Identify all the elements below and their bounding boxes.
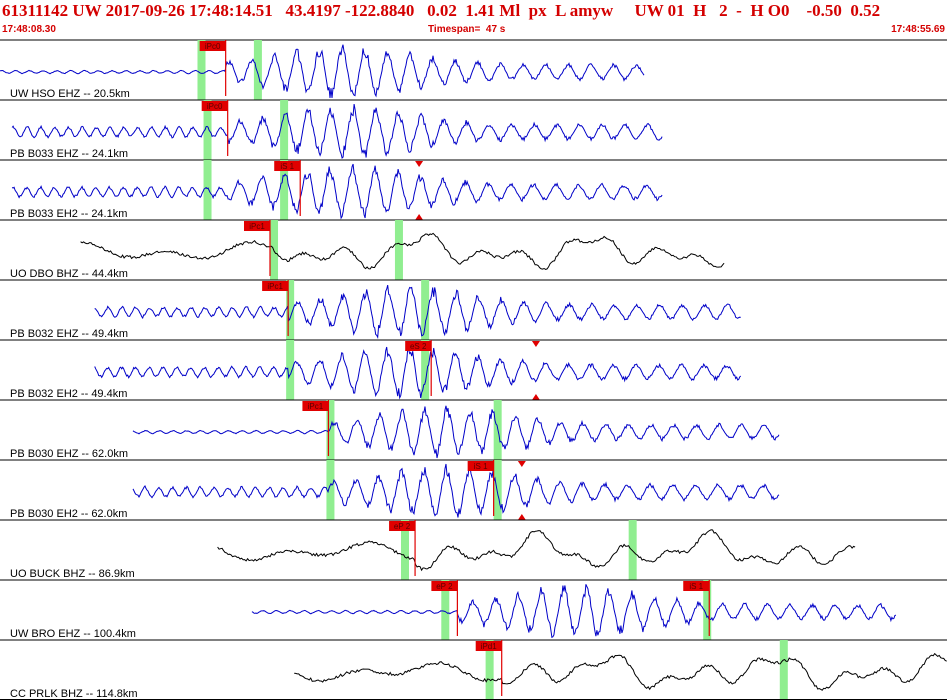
trace-panel[interactable]: iPc1 UO DBO BHZ -- 44.4km — [0, 219, 947, 280]
pick-flag[interactable] — [467, 461, 494, 471]
station-label: PB B030 EHZ -- 62.0km — [10, 448, 128, 460]
pick-flag[interactable] — [262, 281, 289, 291]
pick-flag[interactable] — [389, 521, 416, 531]
pick-label: iPc0 — [205, 42, 221, 51]
trace-panel[interactable]: eP 2 UO BUCK BHZ -- 86.9km — [0, 519, 947, 580]
window-marker — [203, 100, 212, 160]
pick-flag[interactable] — [243, 221, 270, 231]
trace-panel[interactable]: iPc1 PB B030 EHZ -- 62.0km — [0, 399, 947, 460]
window-marker — [485, 640, 494, 700]
trace-panel[interactable]: iPc0 UW HSO EHZ -- 20.5km — [0, 39, 947, 100]
pick-flag[interactable] — [302, 401, 329, 411]
station-label: PB B032 EHZ -- 49.4km — [10, 328, 128, 340]
waveform-trace — [80, 232, 725, 270]
window-marker — [421, 280, 430, 340]
pick-label: eP 2 — [436, 582, 453, 591]
window-marker — [703, 580, 712, 640]
window-marker — [203, 160, 212, 220]
pick-label: iS 1 — [280, 162, 294, 171]
trace-panel[interactable]: eP 2 iS 1 UW BRO EHZ -- 100.4km — [0, 579, 947, 640]
arrival-triangle — [531, 341, 540, 347]
station-label: PB B030 EH2 -- 62.0km — [10, 508, 127, 520]
event-title: 61311142 UW 2017-09-26 17:48:14.51 43.41… — [2, 1, 881, 20]
arrival-triangle — [415, 214, 424, 220]
window-marker — [628, 520, 637, 580]
window-marker — [253, 40, 262, 100]
timespan-label: Timespan= 47 s — [428, 24, 506, 35]
trace-panel[interactable]: iS 1 PB B030 EH2 -- 62.0km — [0, 459, 947, 520]
window-marker — [394, 220, 403, 280]
end-time-label: 17:48:55.69 — [891, 24, 945, 35]
waveform-trace — [0, 44, 645, 99]
window-marker — [441, 580, 450, 640]
trace-panel[interactable]: iPc1 PB B032 EHZ -- 49.4km — [0, 279, 947, 340]
station-label: UO BUCK BHZ -- 86.9km — [10, 568, 135, 580]
pick-label: eP 2 — [394, 522, 411, 531]
pick-flag[interactable] — [274, 161, 301, 171]
trace-panel[interactable]: iS 1 PB B033 EH2 -- 24.1km — [0, 159, 947, 220]
station-label: PB B032 EH2 -- 49.4km — [10, 388, 127, 400]
pick-flag[interactable] — [405, 341, 432, 351]
arrival-triangle — [517, 514, 526, 520]
pick-label: iS 1 — [689, 582, 703, 591]
waveform-trace — [94, 284, 741, 339]
arrival-triangle — [531, 394, 540, 400]
station-label: UO DBO BHZ -- 44.4km — [10, 268, 128, 280]
pick-flag[interactable] — [201, 101, 228, 111]
station-label: UW HSO EHZ -- 20.5km — [10, 88, 130, 100]
trace-panel[interactable]: iPc0 PB B033 EHZ -- 24.1km — [0, 99, 947, 160]
header-bar: 61311142 UW 2017-09-26 17:48:14.51 43.41… — [0, 0, 947, 40]
window-marker — [286, 340, 295, 400]
waveform-trace — [94, 346, 742, 400]
pick-label: iPc1 — [308, 402, 324, 411]
arrival-triangle — [517, 461, 526, 467]
pick-label: eS 2 — [410, 342, 427, 351]
waveform-trace — [11, 163, 663, 220]
window-marker — [197, 40, 206, 100]
start-time-label: 17:48:08.30 — [2, 24, 56, 35]
waveform-trace — [132, 405, 780, 459]
station-label: PB B033 EHZ -- 24.1km — [10, 148, 128, 160]
window-marker — [421, 340, 430, 400]
window-marker — [493, 460, 502, 520]
waveform-trace — [294, 652, 947, 691]
pick-flag[interactable] — [199, 41, 226, 51]
trace-panel[interactable]: eS 2 PB B032 EH2 -- 49.4km — [0, 339, 947, 400]
window-marker — [280, 100, 289, 160]
window-marker — [326, 400, 335, 460]
pick-label: iS 1 — [474, 462, 488, 471]
pick-label: iPc0 — [207, 102, 223, 111]
station-label: CC PRLK BHZ -- 114.8km — [10, 688, 138, 700]
arrival-triangle — [415, 161, 424, 167]
waveform-trace — [11, 104, 663, 159]
trace-panel[interactable]: iPd1 CC PRLK BHZ -- 114.8km — [0, 639, 947, 700]
pick-flag[interactable] — [475, 641, 502, 651]
pick-label: iPc1 — [267, 282, 283, 291]
window-marker — [286, 280, 295, 340]
waveform-trace — [132, 463, 780, 518]
pick-flag[interactable] — [683, 581, 710, 591]
window-marker — [326, 460, 335, 520]
pick-label: iPc1 — [249, 222, 265, 231]
station-label: PB B033 EH2 -- 24.1km — [10, 208, 127, 220]
waveform-trace — [217, 529, 856, 572]
pick-label: iPd1 — [481, 642, 498, 651]
station-label: UW BRO EHZ -- 100.4km — [10, 628, 136, 640]
window-marker — [280, 160, 289, 220]
window-marker — [400, 520, 409, 580]
waveform-trace — [251, 584, 897, 639]
window-marker — [779, 640, 788, 700]
pick-flag[interactable] — [431, 581, 458, 591]
